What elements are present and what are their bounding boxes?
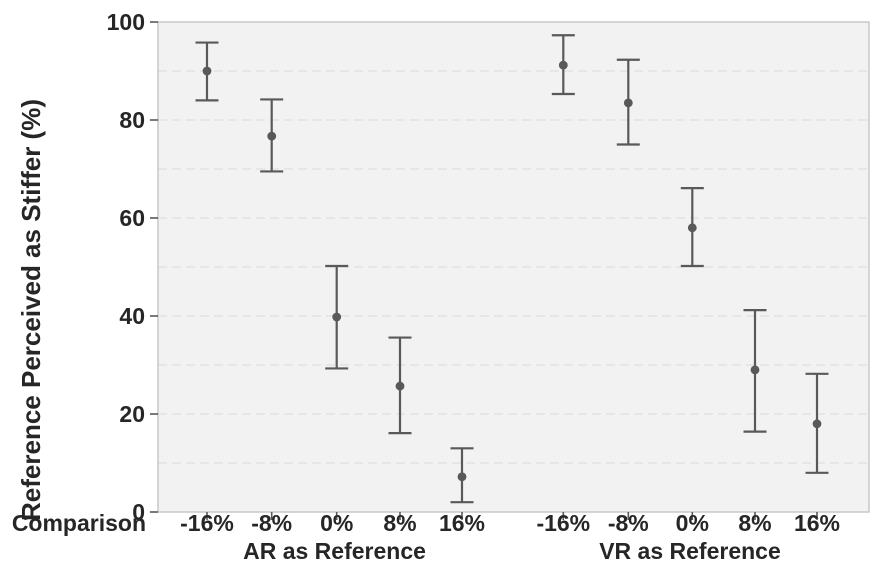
x-tick-label-0-4: 16% [439,510,485,536]
mean-point-1-4 [812,419,822,429]
x-tick-label-0-3: 8% [383,510,416,536]
mean-point-1-0 [558,60,568,70]
group-label-ar: AR as Reference [243,538,426,564]
mean-point-1-3 [750,365,760,375]
y-tick-label-60: 60 [119,205,145,231]
mean-point-1-2 [687,223,697,233]
plot-frame [157,21,870,513]
mean-point-1-1 [623,98,633,108]
x-axis-title-comparison: Comparison [12,510,146,536]
y-tick-label-40: 40 [119,303,145,329]
x-tick-label-1-0: -16% [536,510,590,536]
y-tick-label-0: 0 [132,499,145,525]
x-tick-label-0-2: 0% [320,510,353,536]
plot-frame-layer [157,21,870,513]
x-tick-label-1-4: 16% [794,510,840,536]
x-tick-label-1-2: 0% [676,510,709,536]
x-tick-label-1-3: 8% [738,510,771,536]
x-tick-label-0-1: -8% [251,510,292,536]
x-tick-label-0-0: -16% [180,510,234,536]
group-label-vr: VR as Reference [599,538,781,564]
mean-point-0-2 [332,312,342,322]
y-tick-label-100: 100 [107,9,145,35]
axis-tick-layer: 0 20 40 60 80 100 -16% -8% 0% 8% 16% -16% -8% 0% 8% 16% [107,9,840,536]
x-tick-label-1-1: -8% [608,510,649,536]
mean-point-0-1 [267,131,277,141]
mean-point-0-0 [202,66,212,76]
gridline-layer [158,70,869,464]
y-axis-title: Reference Perceived as Stiffer (%) [16,99,46,521]
mean-point-0-4 [457,472,467,482]
y-tick-label-20: 20 [119,401,145,427]
data-point-layer [195,34,829,504]
y-tick-label-80: 80 [119,107,145,133]
mean-point-0-3 [395,381,405,391]
